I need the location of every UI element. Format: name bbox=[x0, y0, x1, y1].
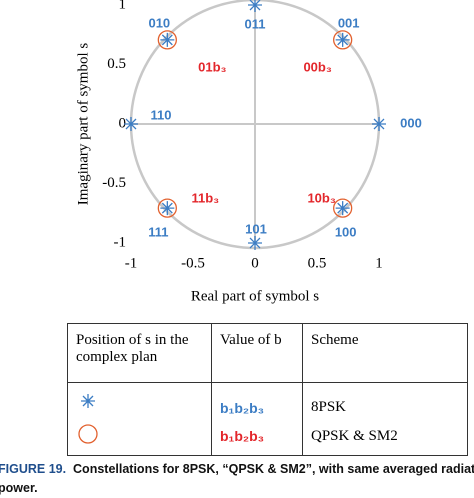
asterisk-point bbox=[248, 236, 262, 250]
point-label: 101 bbox=[245, 221, 267, 236]
table-row: b₁b₂b₃ QPSK & SM2 bbox=[68, 417, 468, 456]
circle-point bbox=[333, 30, 353, 50]
asterisk-icon bbox=[81, 393, 95, 408]
legend-table: Position of s in the complex plan Value … bbox=[67, 323, 468, 456]
circle-point bbox=[157, 198, 177, 218]
table-row: b₁b₂b₃ 8PSK bbox=[68, 382, 468, 418]
chart: Real part of symbol s Imaginary part of … bbox=[75, 0, 422, 304]
x-tick-label: -0.5 bbox=[181, 255, 205, 271]
y-tick-label: -0.5 bbox=[102, 175, 126, 191]
y-tick-label: 1 bbox=[119, 0, 127, 12]
x-tick-label: -1 bbox=[125, 255, 138, 271]
y-tick-label: 0 bbox=[119, 115, 127, 131]
header-cell: Position of s in the complex plan bbox=[67, 323, 212, 383]
point-label: 010 bbox=[148, 15, 170, 30]
caption-text: Constellations for 8PSK, “QPSK & SM2”, w… bbox=[0, 462, 474, 495]
asterisk-point bbox=[124, 117, 138, 131]
y-axis-label: Imaginary part of symbol s bbox=[75, 43, 91, 206]
point-label: 001 bbox=[338, 15, 360, 30]
symbol-cell bbox=[68, 418, 212, 456]
caption-label: FIGURE 19. bbox=[0, 462, 67, 476]
asterisk-point bbox=[335, 32, 350, 47]
x-axis-label: Real part of symbol s bbox=[191, 288, 319, 304]
table-header: Position of s in the complex plan Value … bbox=[67, 323, 468, 383]
asterisk-point bbox=[335, 201, 350, 216]
circle-point bbox=[157, 30, 177, 50]
value-cell: b₁b₂b₃ bbox=[211, 382, 303, 418]
x-tick-label: 0 bbox=[251, 255, 259, 271]
asterisk-point bbox=[372, 117, 386, 131]
value-cell: b₁b₂b₃ bbox=[211, 417, 303, 456]
asterisk-point bbox=[160, 201, 175, 216]
symbol-cell bbox=[68, 383, 212, 418]
point-label: 011 bbox=[245, 16, 266, 31]
y-tick-label: 0.5 bbox=[107, 56, 126, 72]
scheme-cell: 8PSK bbox=[302, 382, 468, 418]
header-cell: Value of b bbox=[211, 323, 303, 383]
circle-point bbox=[333, 198, 353, 218]
point-label: 10b₃ bbox=[307, 191, 335, 206]
point-label: 01b₃ bbox=[198, 59, 226, 74]
x-tick-label: 1 bbox=[375, 255, 383, 271]
caption: FIGURE 19. Constellations for 8PSK, “QPS… bbox=[0, 460, 474, 498]
point-label: 100 bbox=[335, 225, 357, 240]
point-label: 11b₃ bbox=[191, 191, 219, 206]
circle-icon bbox=[78, 424, 98, 444]
x-tick-label: 0.5 bbox=[308, 255, 327, 271]
point-label: 110 bbox=[151, 107, 172, 122]
y-tick-label: -1 bbox=[114, 234, 127, 250]
point-label: 00b₃ bbox=[303, 59, 331, 74]
point-label: 111 bbox=[148, 225, 168, 240]
asterisk-point bbox=[248, 0, 262, 12]
scheme-cell: QPSK & SM2 bbox=[302, 417, 468, 456]
point-label: 000 bbox=[400, 115, 422, 130]
asterisk-point bbox=[160, 32, 175, 47]
header-cell: Scheme bbox=[302, 323, 468, 383]
